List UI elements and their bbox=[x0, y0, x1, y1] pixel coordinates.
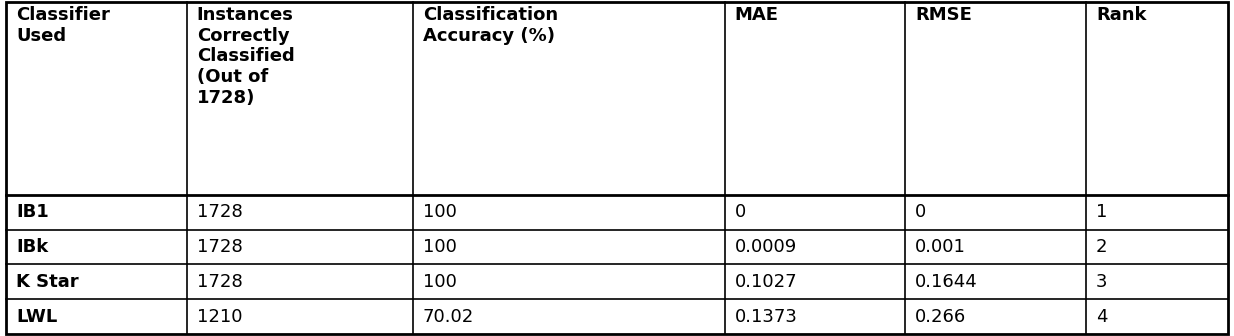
Text: 0.1027: 0.1027 bbox=[734, 273, 797, 291]
Text: K Star: K Star bbox=[16, 273, 79, 291]
Text: 0.001: 0.001 bbox=[916, 238, 966, 256]
Text: 3: 3 bbox=[1096, 273, 1107, 291]
Text: 4: 4 bbox=[1096, 308, 1107, 326]
Text: IB1: IB1 bbox=[16, 203, 49, 221]
Text: Instances
Correctly
Classified
(Out of
1728): Instances Correctly Classified (Out of 1… bbox=[197, 6, 295, 107]
Text: 70.02: 70.02 bbox=[423, 308, 474, 326]
Text: 0.0009: 0.0009 bbox=[734, 238, 797, 256]
Text: LWL: LWL bbox=[16, 308, 57, 326]
Text: 1210: 1210 bbox=[197, 308, 242, 326]
Text: RMSE: RMSE bbox=[916, 6, 972, 24]
Text: 100: 100 bbox=[423, 273, 457, 291]
Text: 1728: 1728 bbox=[197, 273, 243, 291]
Text: 100: 100 bbox=[423, 238, 457, 256]
Text: 0: 0 bbox=[734, 203, 745, 221]
Text: 1: 1 bbox=[1096, 203, 1107, 221]
Text: IBk: IBk bbox=[16, 238, 48, 256]
Text: 0.1373: 0.1373 bbox=[734, 308, 797, 326]
Text: 0.1644: 0.1644 bbox=[916, 273, 977, 291]
Text: 0.266: 0.266 bbox=[916, 308, 966, 326]
Text: 100: 100 bbox=[423, 203, 457, 221]
Text: Classification
Accuracy (%): Classification Accuracy (%) bbox=[423, 6, 558, 44]
Text: MAE: MAE bbox=[734, 6, 779, 24]
Text: 0: 0 bbox=[916, 203, 927, 221]
Text: Rank: Rank bbox=[1096, 6, 1146, 24]
Text: 2: 2 bbox=[1096, 238, 1107, 256]
Text: Classifier
Used: Classifier Used bbox=[16, 6, 110, 44]
Text: 1728: 1728 bbox=[197, 238, 243, 256]
Text: 1728: 1728 bbox=[197, 203, 243, 221]
